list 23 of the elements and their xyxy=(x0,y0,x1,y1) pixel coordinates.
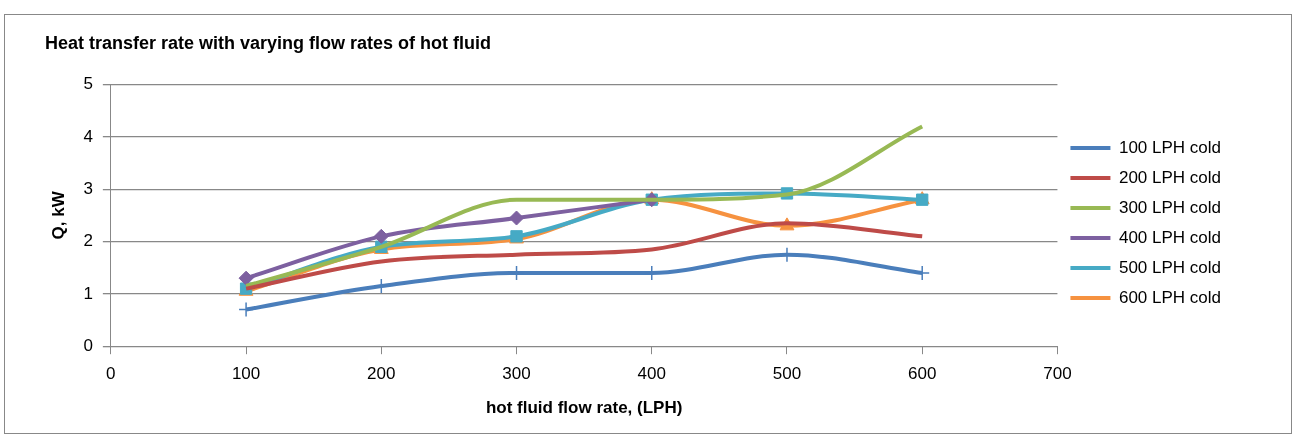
y-tick-label: 4 xyxy=(83,126,93,146)
y-tick-label: 5 xyxy=(83,74,93,94)
x-tick-label: 200 xyxy=(367,364,396,384)
legend-label: 400 LPH cold xyxy=(1118,227,1222,247)
legend-label: 500 LPH cold xyxy=(1118,257,1222,277)
legend-label: 100 LPH cold xyxy=(1118,137,1222,157)
chart-title: Heat transfer rate with varying flow rates of hot fluid xyxy=(45,32,492,53)
x-tick-label: 0 xyxy=(106,364,116,384)
legend-label: 600 LPH cold xyxy=(1118,287,1222,307)
x-tick-label: 300 xyxy=(502,364,531,384)
y-tick-label: 3 xyxy=(83,178,93,198)
legend-label: 200 LPH cold xyxy=(1118,167,1222,187)
y-tick-label: 1 xyxy=(83,283,93,303)
x-tick-label: 400 xyxy=(637,364,666,384)
x-tick-label: 500 xyxy=(772,364,802,384)
legend-label: 300 LPH cold xyxy=(1118,197,1222,217)
y-axis-title: Q, kW xyxy=(48,190,68,240)
x-tick-label: 600 xyxy=(908,364,937,384)
x-axis-title: hot fluid flow rate, (LPH) xyxy=(485,398,683,418)
x-tick-label: 700 xyxy=(1043,364,1072,384)
y-tick-label: 2 xyxy=(83,231,93,251)
x-tick-label: 100 xyxy=(231,364,261,384)
y-tick-label: 0 xyxy=(83,335,93,355)
